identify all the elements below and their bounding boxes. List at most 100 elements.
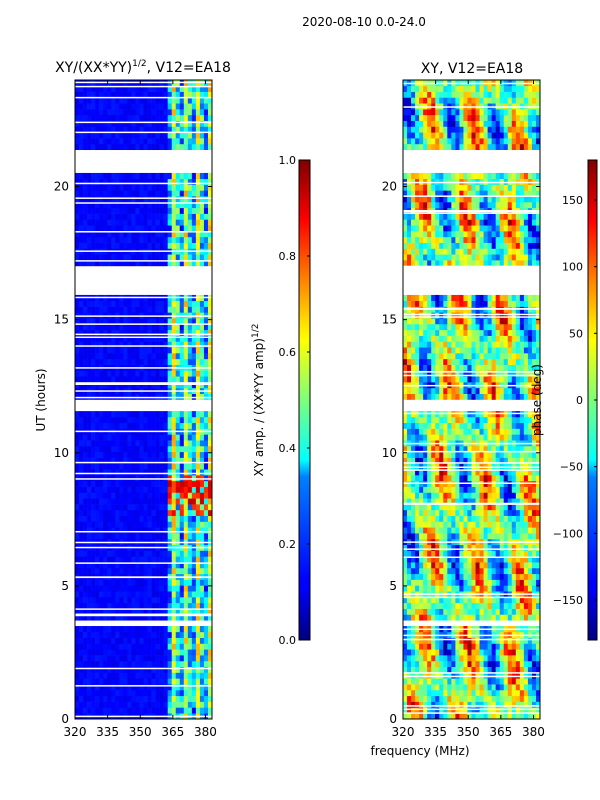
heatmap-cell xyxy=(159,213,164,220)
heatmap-cell xyxy=(455,469,460,476)
heatmap-cell xyxy=(111,678,116,685)
heatmap-cell xyxy=(467,451,472,458)
heatmap-cell xyxy=(447,707,452,714)
heatmap-cell xyxy=(107,614,112,621)
heatmap-cell xyxy=(515,643,521,650)
heatmap-cell xyxy=(111,469,116,476)
heatmap-cell xyxy=(119,120,124,127)
heatmap-cell xyxy=(135,376,140,383)
heatmap-cell xyxy=(443,701,448,708)
heatmap-cell xyxy=(127,306,132,313)
heatmap-cell xyxy=(175,236,181,243)
heatmap-cell xyxy=(135,184,140,191)
heatmap-cell xyxy=(175,649,181,656)
heatmap-cell xyxy=(107,207,112,214)
heatmap-cell xyxy=(491,475,496,482)
heatmap-cell xyxy=(435,469,440,476)
heatmap-cell xyxy=(111,504,116,511)
heatmap-cell xyxy=(183,498,189,505)
heatmap-cell xyxy=(175,672,181,679)
heatmap-cell xyxy=(75,457,80,464)
heatmap-cell xyxy=(191,190,197,197)
heatmap-cell xyxy=(407,550,412,557)
heatmap-cell xyxy=(191,457,197,464)
heatmap-cell xyxy=(455,585,460,592)
heatmap-cell xyxy=(199,469,205,476)
heatmap-cell xyxy=(147,103,152,110)
heatmap-cell xyxy=(455,579,460,586)
heatmap-cell xyxy=(91,469,96,476)
heatmap-cell xyxy=(423,585,428,592)
heatmap-cell xyxy=(79,480,84,487)
heatmap-cell xyxy=(403,492,408,499)
heatmap-cell xyxy=(407,567,412,575)
heatmap-cell xyxy=(163,236,168,243)
heatmap-cell xyxy=(179,114,185,121)
heatmap-cell xyxy=(103,486,108,493)
heatmap-cell xyxy=(435,660,440,668)
data-gap-line xyxy=(75,685,212,687)
heatmap-cell xyxy=(475,533,480,540)
heatmap-cell xyxy=(515,573,521,580)
heatmap-cell xyxy=(515,579,521,586)
heatmap-cell xyxy=(155,236,160,243)
heatmap-cell xyxy=(139,335,144,342)
heatmap-cell xyxy=(419,602,424,609)
heatmap-cell xyxy=(471,637,476,644)
heatmap-cell xyxy=(475,544,480,551)
heatmap-cell xyxy=(483,637,488,644)
heatmap-cell xyxy=(507,637,513,644)
heatmap-cell xyxy=(143,567,148,575)
heatmap-cell xyxy=(83,451,88,458)
heatmap-cell xyxy=(75,550,80,557)
heatmap-cell xyxy=(179,684,185,691)
heatmap-cell xyxy=(127,132,132,139)
left-colorbar: 0.00.20.40.60.81.0 XY amp. / (XX*YY amp)… xyxy=(251,154,311,647)
heatmap-cell xyxy=(91,393,96,400)
heatmap-cell xyxy=(79,672,84,679)
heatmap-cell xyxy=(127,109,132,116)
heatmap-cell xyxy=(423,567,428,575)
heatmap-cell xyxy=(171,114,177,121)
heatmap-cell xyxy=(447,643,452,650)
heatmap-cell xyxy=(451,533,456,540)
heatmap-cell xyxy=(479,509,484,516)
heatmap-cell xyxy=(115,300,120,307)
heatmap-cell xyxy=(187,91,193,98)
heatmap-cell xyxy=(103,114,108,121)
heatmap-cell xyxy=(475,655,480,662)
heatmap-cell xyxy=(175,614,181,621)
heatmap-cell xyxy=(471,492,476,499)
heatmap-cell xyxy=(531,713,537,720)
heatmap-cell xyxy=(159,672,164,679)
heatmap-cell xyxy=(447,660,452,668)
heatmap-cell xyxy=(443,689,448,697)
heatmap-cell xyxy=(479,498,484,505)
heatmap-cell xyxy=(79,143,84,151)
heatmap-cell xyxy=(175,97,181,104)
heatmap-cell xyxy=(171,91,177,98)
heatmap-cell xyxy=(507,556,513,563)
heatmap-cell xyxy=(179,393,185,400)
heatmap-cell xyxy=(187,393,193,400)
heatmap-cell xyxy=(515,457,521,464)
heatmap-cell xyxy=(183,579,189,586)
heatmap-cell xyxy=(515,689,521,697)
heatmap-cell xyxy=(103,637,108,644)
heatmap-cell xyxy=(179,231,185,238)
heatmap-cell xyxy=(167,707,173,714)
heatmap-cell xyxy=(531,550,537,557)
heatmap-cell xyxy=(427,655,432,662)
heatmap-cell xyxy=(91,521,96,528)
heatmap-cell xyxy=(119,318,124,325)
heatmap-cell xyxy=(159,527,164,534)
heatmap-cell xyxy=(435,562,440,569)
heatmap-cell xyxy=(415,684,420,691)
heatmap-cell xyxy=(535,602,541,609)
heatmap-cell xyxy=(479,533,484,540)
heatmap-cell xyxy=(163,242,168,249)
heatmap-cell xyxy=(119,527,124,534)
heatmap-cell xyxy=(159,329,164,336)
heatmap-cell xyxy=(535,521,541,528)
heatmap-cell xyxy=(111,567,116,575)
